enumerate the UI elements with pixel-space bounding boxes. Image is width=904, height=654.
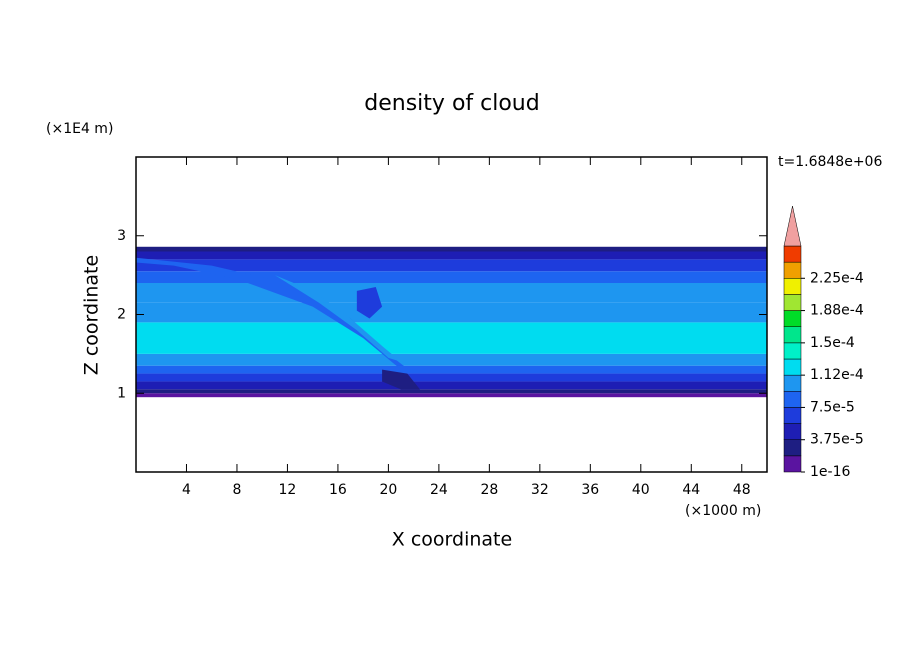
colorbar-label: 2.25e-4 <box>810 270 864 286</box>
colorbar-extend <box>783 205 802 247</box>
contour-band <box>136 283 767 303</box>
colorbar-label: 1e-16 <box>810 464 850 480</box>
colorbar-box <box>783 358 802 376</box>
x-tick-label: 28 <box>480 482 498 498</box>
chart-title: density of cloud <box>364 91 539 116</box>
contour-band <box>136 381 767 390</box>
contour-feature <box>274 275 402 362</box>
x-tick-label: 20 <box>379 482 397 498</box>
colorbar-box <box>783 407 802 424</box>
colorbar-box <box>783 374 802 392</box>
contour-feature <box>356 286 383 319</box>
x-tick-label: 4 <box>182 482 191 498</box>
colorbar-box <box>783 261 802 279</box>
colorbar-label: 3.75e-5 <box>810 432 864 448</box>
colorbar-box <box>783 278 802 295</box>
contour-band <box>136 251 767 260</box>
contour-band <box>136 246 767 252</box>
colorbar-box <box>783 245 802 263</box>
x-tick-label: 36 <box>581 482 599 498</box>
x-tick-label: 44 <box>682 482 700 498</box>
x-tick-label: 8 <box>232 482 241 498</box>
x-tick-label: 24 <box>430 482 448 498</box>
y-tick-label: 1 <box>117 385 126 401</box>
colorbar-label: 7.5e-5 <box>810 399 855 415</box>
colorbar-box <box>783 391 802 408</box>
colorbar-box <box>783 423 802 440</box>
x-axis-label: X coordinate <box>392 529 512 551</box>
colorbar-box <box>783 455 802 473</box>
colorbar-box <box>783 326 802 344</box>
contour-feature <box>136 257 414 374</box>
y-unit: (×1E4 m) <box>46 121 113 137</box>
contour-band <box>136 259 767 272</box>
y-axis-label: Z coordinate <box>81 255 103 375</box>
contour-band <box>136 365 767 374</box>
colorbar-box <box>783 294 802 311</box>
colorbar-label: 1.12e-4 <box>810 367 864 383</box>
contour-band <box>136 322 767 354</box>
x-tick-label: 48 <box>733 482 751 498</box>
contour-band <box>136 393 767 398</box>
contour-band <box>136 302 767 323</box>
x-tick-label: 40 <box>632 482 650 498</box>
contour-feature <box>382 369 420 390</box>
x-unit: (×1000 m) <box>685 503 761 519</box>
y-tick-label: 2 <box>117 307 126 323</box>
contour-band <box>136 389 767 394</box>
colorbar-box <box>783 310 802 327</box>
colorbar-label: 1.5e-4 <box>810 335 855 351</box>
colorbar-box <box>783 342 802 360</box>
x-tick-label: 32 <box>531 482 549 498</box>
x-tick-label: 12 <box>279 482 297 498</box>
x-tick-label: 16 <box>329 482 347 498</box>
colorbar-box <box>783 439 802 457</box>
colorbar-label: 1.88e-4 <box>810 303 864 319</box>
plot-field <box>136 246 767 398</box>
y-tick-label: 3 <box>117 228 126 244</box>
contour-band <box>136 353 767 366</box>
annotation: t=1.6848e+06 <box>778 154 882 170</box>
contour-band <box>136 271 767 283</box>
contour-band <box>136 373 767 382</box>
